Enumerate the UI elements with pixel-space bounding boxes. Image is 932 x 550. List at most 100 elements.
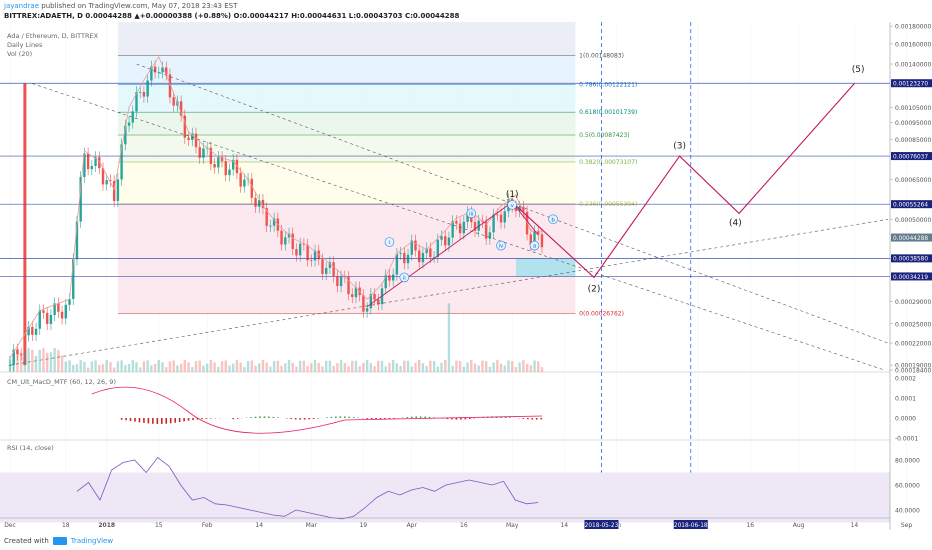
rsi-pane: 80.0000 60.0000 40.0000 xyxy=(0,456,920,523)
macd-histogram-bar xyxy=(277,417,279,418)
rsi-tick-label: 80.0000 xyxy=(895,458,920,465)
macd-histogram-bar xyxy=(196,418,199,420)
volume-bar xyxy=(228,365,231,372)
macd-histogram-bar xyxy=(174,418,176,423)
candle-body xyxy=(135,92,138,112)
footer-created-with: Created with xyxy=(4,537,49,545)
candle-body xyxy=(339,276,343,287)
price-marker xyxy=(891,254,932,263)
volume-bar xyxy=(261,360,265,372)
macd-histogram-bar xyxy=(290,418,293,420)
macd-histogram-bar xyxy=(232,418,234,420)
candle-body xyxy=(321,259,324,274)
candle-body xyxy=(369,293,373,309)
candle-body xyxy=(310,260,313,262)
fib-zone xyxy=(117,161,576,204)
legend-rsi[interactable]: RSI (14, close) xyxy=(7,444,54,452)
chart-legend-title[interactable]: Ada / Ethereum, D, BITTREX xyxy=(7,32,99,40)
time-tick-label: Aug xyxy=(793,522,805,529)
volume-bar xyxy=(384,366,387,372)
time-tick-label: 18 xyxy=(62,522,70,529)
footer-brand-link[interactable]: TradingView xyxy=(70,537,114,545)
candle-body xyxy=(432,256,436,258)
publisher-link[interactable]: jayandrae xyxy=(4,2,40,10)
volume-bar xyxy=(213,362,216,372)
price-tick-label: 0.00160000 xyxy=(895,41,931,48)
legend-macd[interactable]: CM_Ult_MacD_MTF (60, 12, 26, 9) xyxy=(7,378,116,386)
volume-bar xyxy=(540,367,544,372)
volume-bar xyxy=(198,360,201,372)
macd-histogram-bar xyxy=(129,418,132,421)
volume-bar xyxy=(511,361,514,372)
candle-body xyxy=(399,252,402,254)
volume-bar xyxy=(112,367,116,372)
candle-body xyxy=(418,250,421,263)
macd-histogram-bar xyxy=(379,418,382,420)
macd-histogram-bar xyxy=(147,418,150,424)
volume-bar xyxy=(339,360,343,372)
fib-label: 0.786(0.00122121) xyxy=(579,82,637,89)
candle-body xyxy=(220,157,224,162)
volume-bar xyxy=(458,361,462,372)
volume-bar xyxy=(332,366,335,372)
volume-bar xyxy=(429,360,432,372)
volume-bar xyxy=(46,352,49,372)
rsi-tick-label: 40.0000 xyxy=(895,508,920,515)
volume-bar xyxy=(444,360,447,372)
fib-label: 0(0.00026762) xyxy=(579,311,624,318)
price-marker-label: 0.00044288 xyxy=(893,236,928,242)
candle-body xyxy=(191,133,194,140)
wave-label: (1) xyxy=(506,190,519,200)
candle-body xyxy=(109,180,112,182)
volume-bar xyxy=(462,366,466,372)
volume-bar xyxy=(280,365,283,372)
legend-daily-lines[interactable]: Daily Lines xyxy=(7,41,43,49)
macd-histogram-bar xyxy=(272,416,275,418)
candle-body xyxy=(42,310,45,313)
minor-wave-marker xyxy=(466,208,477,219)
candle-body xyxy=(16,349,19,355)
volume-bar xyxy=(34,355,38,372)
candle-body xyxy=(410,240,413,255)
legend-volume[interactable]: Vol (20) xyxy=(7,50,33,58)
volume-bar xyxy=(377,360,380,372)
macd-histogram-bar xyxy=(236,418,239,419)
volume-bar xyxy=(470,360,473,372)
candle-body xyxy=(202,148,205,158)
macd-histogram-bar xyxy=(482,417,484,418)
time-marker xyxy=(673,520,708,529)
fib-zone xyxy=(117,112,576,136)
volume-bar xyxy=(525,363,529,372)
candle-body xyxy=(187,137,190,140)
volume-bar xyxy=(391,360,395,372)
time-tick-label: 15 xyxy=(155,522,163,529)
macd-histogram-bar xyxy=(428,416,431,418)
volume-bar xyxy=(53,348,56,372)
macd-histogram-bar xyxy=(468,418,471,419)
candle-body xyxy=(60,311,64,319)
time-tick-label: 19 xyxy=(360,522,368,529)
volume-bar xyxy=(146,360,149,372)
volume-bar xyxy=(49,352,53,372)
price-tick-label: 0.00018400 xyxy=(895,368,931,375)
volume-bar xyxy=(507,360,510,372)
price-marker-label: 0.00076037 xyxy=(893,154,928,160)
volume-bar xyxy=(518,362,521,372)
candle-body xyxy=(373,293,376,300)
macd-histogram-bar xyxy=(535,418,538,420)
volume-bar xyxy=(105,360,108,372)
candle-body xyxy=(492,214,495,233)
volume-bar xyxy=(317,362,320,372)
candle-body xyxy=(127,122,131,126)
wave-label: (5) xyxy=(852,65,865,75)
candle-body xyxy=(503,211,506,223)
macd-histogram-bar xyxy=(424,416,426,418)
candle-body xyxy=(477,220,480,231)
macd-histogram-bar xyxy=(527,418,529,420)
candle-body xyxy=(496,214,499,216)
candle-body xyxy=(425,248,428,253)
minor-wave-marker xyxy=(399,272,410,283)
macd-histogram-bar xyxy=(303,418,306,420)
candle-body xyxy=(287,233,291,238)
volume-bar xyxy=(23,352,27,372)
